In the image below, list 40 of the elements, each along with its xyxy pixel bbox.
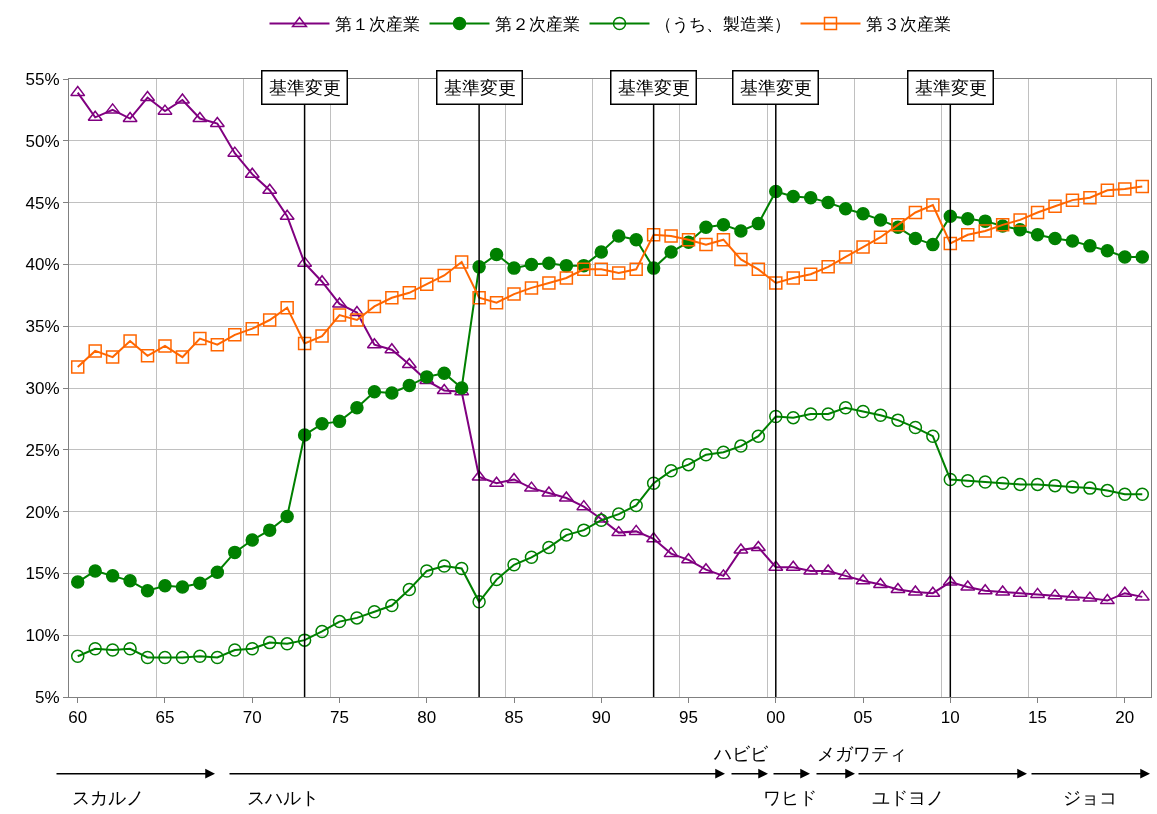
y-tick-label: 40% [25, 255, 60, 275]
y-tick-label: 20% [25, 502, 60, 522]
text: ユドヨノ [872, 788, 944, 808]
legend-label: 第２次産業 [494, 15, 580, 35]
ref-line-label: 基準変更 [739, 77, 812, 98]
x-tick-label: 80 [417, 708, 437, 728]
y-tick-label: 50% [25, 131, 60, 151]
ref-line-label: 基準変更 [617, 77, 690, 98]
legend-label: 第３次産業 [865, 15, 951, 35]
text: ワヒド [763, 788, 817, 808]
ref-line-label: 基準変更 [268, 77, 341, 98]
x-tick-label: 20 [1115, 708, 1135, 728]
y-tick-label: 35% [25, 317, 60, 337]
x-tick-label: 05 [853, 708, 873, 728]
y-tick-label: 5% [35, 687, 60, 707]
y-tick-label: 45% [25, 193, 60, 213]
y-tick-label: 30% [25, 378, 60, 398]
y-tick-label: 15% [25, 564, 60, 584]
x-tick-label: 85 [504, 708, 524, 728]
y-tick-label: 10% [25, 626, 60, 646]
y-tick-label: 55% [25, 69, 60, 89]
y-tick-label: 25% [25, 440, 60, 460]
x-tick-label: 90 [591, 708, 611, 728]
x-tick-label: 00 [766, 708, 786, 728]
legend-label: （うち、製造業） [654, 15, 791, 35]
text: ハビビ [713, 744, 769, 764]
ref-line-label: 基準変更 [443, 77, 516, 98]
x-tick-label: 95 [679, 708, 698, 728]
text: メガワティ [817, 744, 907, 764]
legend-label: 第１次産業 [334, 15, 420, 35]
x-tick-label: 60 [68, 708, 88, 728]
x-tick-label: 70 [242, 708, 262, 728]
text: スハルト [247, 788, 319, 808]
x-tick-label: 10 [940, 708, 960, 728]
ref-line-label: 基準変更 [914, 77, 987, 98]
x-tick-label: 75 [330, 708, 349, 728]
text: ジョコ [1063, 788, 1117, 808]
x-tick-label: 65 [155, 708, 175, 728]
x-tick-label: 15 [1028, 708, 1048, 728]
text: スカルノ [72, 788, 144, 808]
